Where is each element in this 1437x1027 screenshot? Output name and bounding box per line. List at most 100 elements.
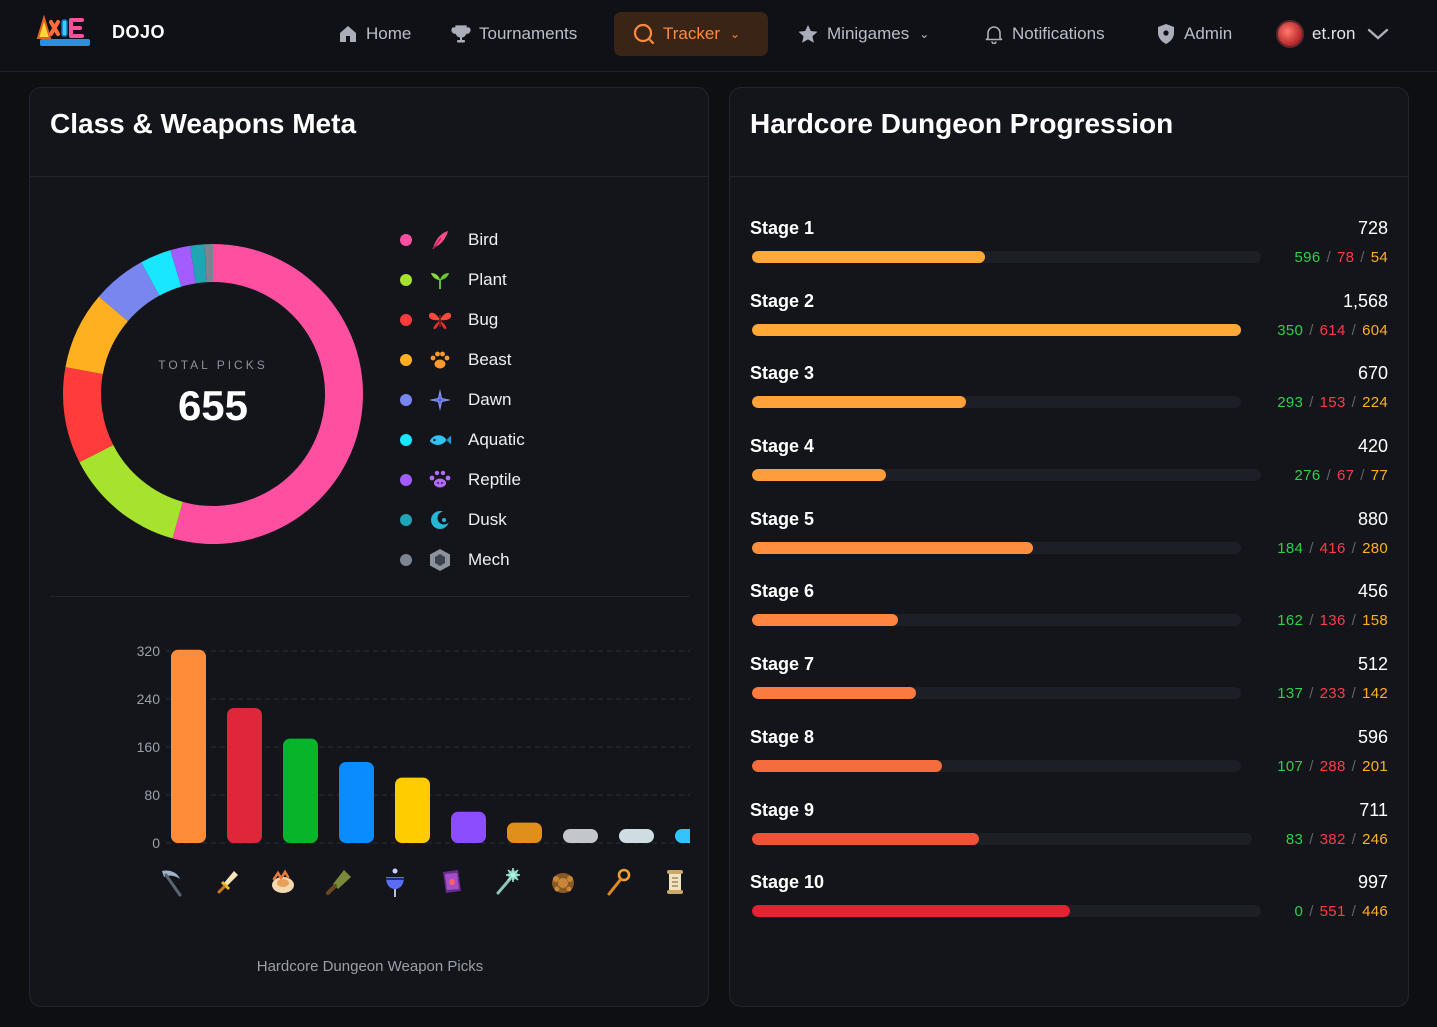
legend-item-bird[interactable]: Bird (400, 220, 525, 260)
stage-row: Stage 1 728 596 / 78 / 54 (750, 218, 1388, 291)
bar-staff[interactable] (619, 829, 654, 843)
bar-club[interactable] (339, 762, 374, 843)
legend-item-mech[interactable]: Mech (400, 540, 525, 580)
nav-tournaments[interactable]: Tournaments (451, 12, 577, 56)
club-icon (322, 865, 356, 899)
nav-tracker[interactable]: Tracker ⌄ (614, 12, 768, 56)
avatar (1276, 20, 1304, 48)
class-legend: Bird Plant Bug Beast Dawn Aquatic (400, 220, 525, 580)
weapon-icon-row (150, 865, 690, 899)
bar-scythe[interactable] (171, 649, 206, 843)
bar-tome[interactable] (451, 811, 486, 843)
top-navbar: DOJO Home Tournaments Tracker ⌄ Minigame… (0, 0, 1437, 72)
nav-minigames[interactable]: Minigames ⌄ (797, 12, 929, 56)
divider (30, 176, 708, 177)
separator: / (1309, 539, 1314, 557)
stage-other-count: 54 (1370, 249, 1388, 266)
stage-cleared-count: 107 (1277, 757, 1304, 775)
separator: / (1309, 612, 1314, 630)
nav-home[interactable]: Home (338, 12, 411, 56)
bar-scroll[interactable] (675, 829, 710, 843)
legend-dot (400, 434, 412, 446)
stage-breakdown: 596 / 78 / 54 (1295, 249, 1388, 266)
separator: / (1351, 903, 1357, 921)
user-name: et.ron (1312, 24, 1356, 43)
legend-item-bug[interactable]: Bug (400, 300, 525, 340)
fish-icon (428, 428, 452, 452)
donut-slice-mech[interactable] (204, 244, 213, 283)
bar-shell[interactable] (563, 829, 598, 843)
separator: / (1351, 757, 1357, 775)
nav-notifications-label: Notifications (1012, 24, 1105, 43)
class-donut-chart: TOTAL PICKS 655 (62, 243, 364, 545)
donut-slice-plant[interactable] (79, 444, 183, 539)
panel-title: Class & Weapons Meta (50, 108, 357, 139)
stage-progress-fill (752, 323, 1242, 336)
stage-row: Stage 3 670 293 / 153 / 224 (750, 363, 1388, 436)
nav-admin[interactable]: Admin (1156, 12, 1232, 56)
nav-minigames-label: Minigames (827, 24, 910, 43)
stage-name: Stage 10 (750, 872, 825, 893)
bar-mace[interactable] (507, 822, 542, 843)
user-menu[interactable]: et.ron (1276, 12, 1389, 56)
stage-total: 596 (1357, 726, 1388, 747)
stage-progress-track (752, 469, 1262, 482)
chicken-icon (266, 865, 300, 899)
axie-logo[interactable] (34, 14, 96, 48)
legend-dot (400, 554, 412, 566)
stage-cleared-count: 162 (1277, 612, 1304, 630)
donut-slice-bug[interactable] (63, 367, 114, 463)
stage-other-count: 604 (1362, 321, 1388, 339)
donut-slice-bird[interactable] (172, 244, 363, 544)
stage-cleared-count: 596 (1294, 249, 1321, 266)
stage-total: 420 (1357, 436, 1388, 457)
stage-total: 512 (1357, 654, 1388, 675)
stage-other-count: 224 (1362, 394, 1388, 412)
legend-label: Beast (468, 350, 512, 369)
separator: / (1351, 321, 1357, 339)
stage-progress-fill (752, 396, 966, 409)
stage-other-count: 158 (1362, 612, 1388, 630)
stage-breakdown: 0 / 551 / 446 (1295, 903, 1388, 920)
stage-progress-fill (752, 541, 1034, 554)
legend-item-beast[interactable]: Beast (400, 340, 525, 380)
paw-icon (428, 348, 452, 372)
legend-label: Bird (468, 230, 499, 249)
brand-name[interactable]: DOJO (112, 22, 166, 42)
legend-dot (400, 354, 412, 366)
bar-dagger[interactable] (227, 708, 262, 843)
stage-failed-count: 416 (1319, 539, 1346, 557)
donut-slice-dusk[interactable] (190, 244, 207, 284)
stage-total: 711 (1359, 799, 1388, 820)
stage-name: Stage 2 (750, 290, 815, 311)
donut-slice-dawn[interactable] (98, 262, 160, 322)
search-icon (633, 23, 655, 45)
donut-slice-beast[interactable] (65, 296, 128, 374)
stage-breakdown: 350 / 614 / 604 (1277, 322, 1388, 339)
chevron-down-icon: ⌄ (919, 27, 930, 41)
bar-chicken[interactable] (283, 738, 318, 843)
legend-item-aquatic[interactable]: Aquatic (400, 420, 525, 460)
nav-notifications[interactable]: Notifications (984, 12, 1105, 56)
legend-item-plant[interactable]: Plant (400, 260, 525, 300)
stage-total: 456 (1357, 581, 1388, 602)
legend-item-dusk[interactable]: Dusk (400, 500, 525, 540)
stage-breakdown: 137 / 233 / 142 (1277, 685, 1388, 702)
chart-caption: Hardcore Dungeon Weapon Picks (256, 958, 484, 975)
reptile-icon (428, 468, 452, 492)
stage-progress-track (752, 396, 1242, 409)
donut-slice-reptile[interactable] (170, 245, 196, 287)
legend-item-dawn[interactable]: Dawn (400, 380, 525, 420)
donut-slice-aquatic[interactable] (141, 250, 182, 296)
dagger-icon (210, 865, 244, 899)
stage-progress-track (752, 251, 1262, 263)
stage-row: Stage 8 596 107 / 288 / 201 (750, 727, 1388, 800)
stage-name: Stage 8 (750, 726, 815, 747)
legend-item-reptile[interactable]: Reptile (400, 460, 525, 500)
stage-progress-fill (752, 759, 943, 772)
stage-row: Stage 5 880 184 / 416 / 280 (750, 509, 1388, 582)
separator: / (1309, 903, 1314, 921)
bar-lantern[interactable] (395, 777, 430, 843)
sprout-icon (428, 268, 452, 292)
donut-label: TOTAL PICKS (158, 358, 268, 372)
